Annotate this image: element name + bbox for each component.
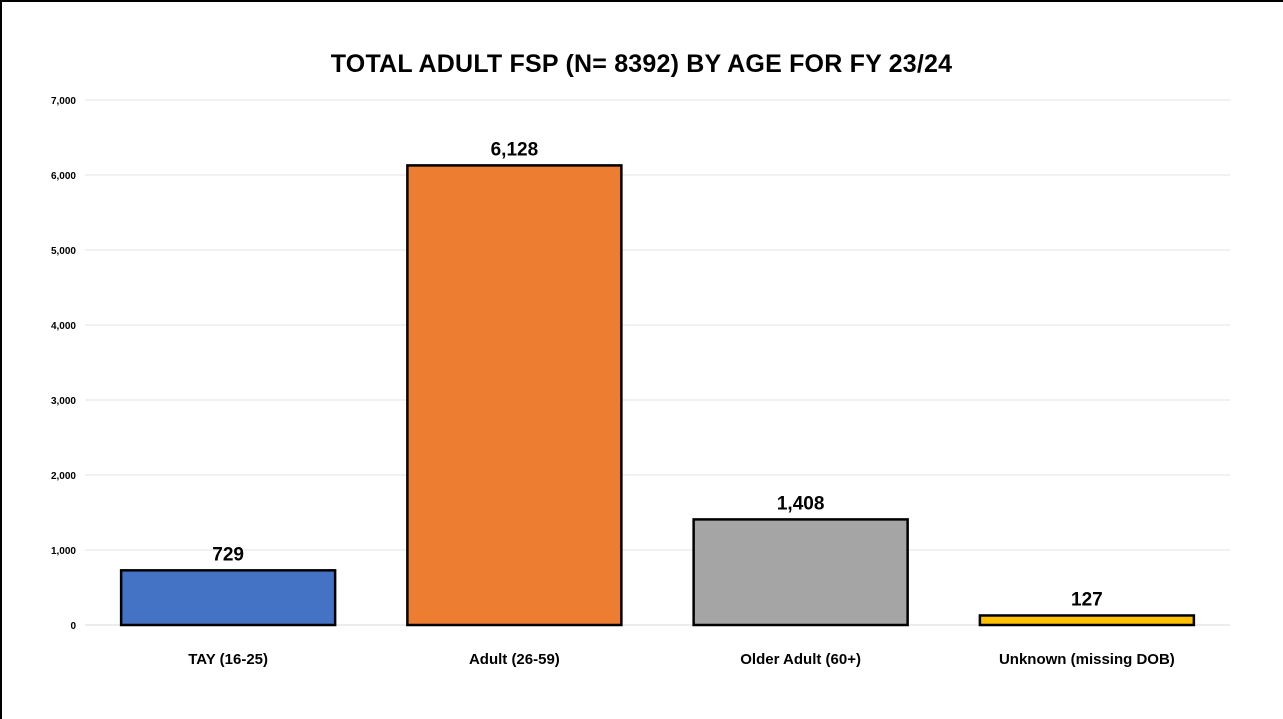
- bar: [119, 569, 337, 627]
- category-labels: TAY (16-25) Adult (26-59) Older Adult (60+…: [188, 651, 1175, 668]
- value-label: 1,408: [777, 493, 825, 514]
- bar: [692, 518, 909, 627]
- value-label: 6,128: [491, 139, 539, 160]
- y-tick-label: 7,000: [51, 96, 76, 107]
- category-label: TAY (16-25): [188, 651, 268, 668]
- chart-title: TOTAL ADULT FSP (N= 8392) BY AGE FOR FY …: [330, 50, 953, 78]
- y-tick-label: 6,000: [51, 171, 76, 182]
- y-tick-label: 5,000: [51, 246, 76, 257]
- y-tick-label: 0: [70, 621, 76, 632]
- value-label: 729: [212, 544, 244, 565]
- value-label: 127: [1071, 589, 1103, 610]
- bar: [406, 164, 623, 627]
- y-tick-label: 3,000: [51, 396, 76, 407]
- category-label: Adult (26-59): [469, 651, 560, 668]
- value-labels: 729 6,128 1,408 127: [212, 139, 1102, 610]
- category-label: Older Adult (60+): [740, 651, 861, 668]
- bar: [978, 614, 1196, 627]
- category-label: Unknown (missing DOB): [999, 651, 1175, 668]
- y-axis-ticks: 0 1,000 2,000 3,000 4,000 5,000 6,000 7,000: [51, 96, 76, 632]
- y-tick-label: 4,000: [51, 321, 76, 332]
- gridlines: [85, 99, 1230, 626]
- y-tick-label: 1,000: [51, 546, 76, 557]
- y-tick-label: 2,000: [51, 471, 76, 482]
- bars: [119, 164, 1196, 627]
